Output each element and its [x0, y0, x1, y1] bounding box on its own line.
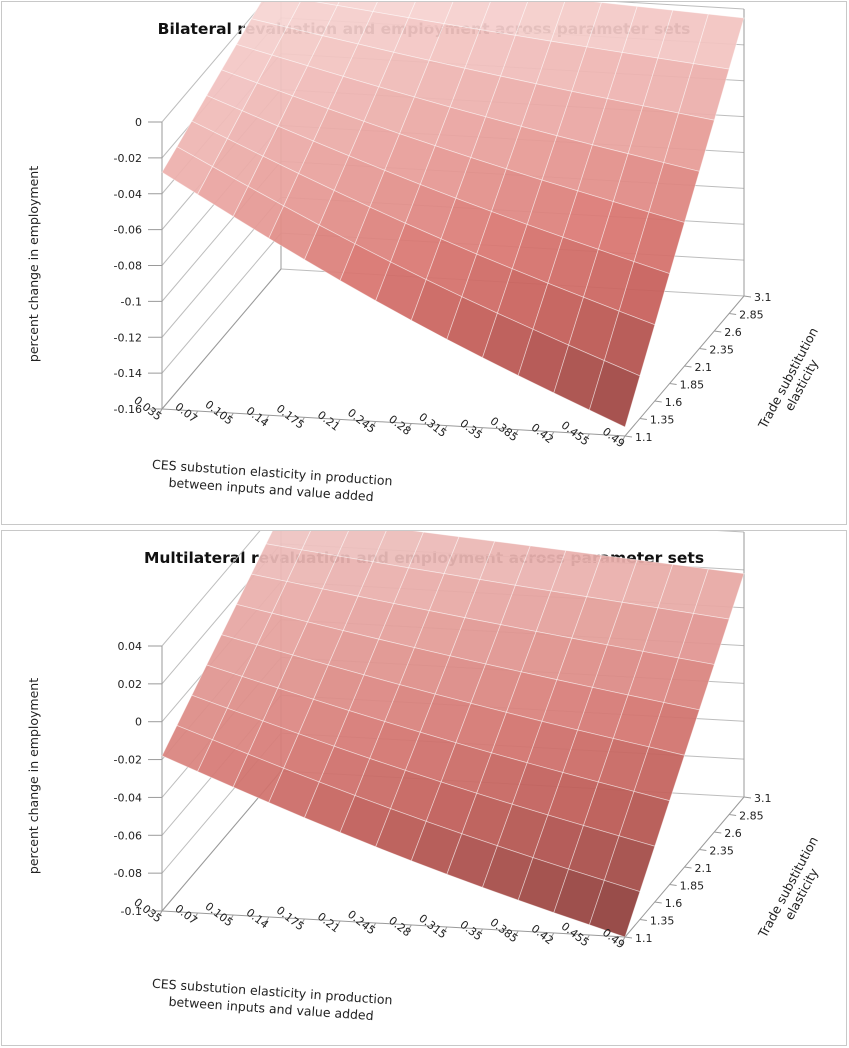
z-axis-ticks: 0 -0.02 -0.04 -0.06 -0.08 -0.1 -0.12 -0.14 -0.16 [114, 116, 162, 416]
y-tick-label: 3.1 [754, 291, 772, 304]
x-tick-label: 0.07 [172, 902, 199, 927]
x-tick-label: 0.455 [559, 419, 592, 449]
y-axis-label: Trade substitutionelasticity [755, 325, 835, 439]
x-tick-label: 0.28 [386, 914, 413, 939]
z-tick-label: 0.02 [118, 678, 143, 691]
z-tick-label: -0.02 [114, 152, 142, 165]
y-tick-label: 2.1 [695, 361, 713, 374]
z-axis-label: percent change in employment [26, 166, 41, 362]
z-tick-label: 0 [135, 716, 142, 729]
y-tick-label: 1.6 [665, 897, 683, 910]
y-tick-label: 1.1 [635, 431, 653, 444]
x-tick-label: 0.105 [203, 900, 236, 930]
y-tick-label: 1.6 [665, 396, 683, 409]
z-tick-label: -0.06 [114, 224, 142, 237]
x-tick-label: 0.42 [529, 421, 556, 446]
x-tick-label: 0.175 [274, 904, 307, 934]
y-tick-label: 2.85 [739, 309, 764, 322]
z-tick-label: -0.04 [114, 188, 142, 201]
y-tick-label: 3.1 [754, 792, 772, 805]
x-tick-label: 0.105 [203, 398, 236, 428]
y-tick-label: 2.35 [709, 344, 734, 357]
x-tick-label: 0.385 [487, 916, 520, 946]
y-tick-label: 1.85 [680, 379, 705, 392]
z-tick-label: -0.12 [114, 331, 142, 344]
x-tick-label: 0.35 [457, 417, 484, 442]
z-tick-label: -0.14 [114, 367, 142, 380]
chart-panel-multilateral: Multilateral revaluation and employment … [1, 530, 847, 1046]
x-axis-label: CES substution elasticity in productionb… [150, 457, 393, 506]
x-tick-label: 0.21 [315, 910, 342, 935]
y-axis-ticks: 1.1 1.35 1.6 1.85 2.1 2.35 2.6 2.85 3.1 [624, 792, 772, 945]
y-tick-label: 1.1 [635, 932, 653, 945]
chart-multilateral: Multilateral revaluation and employment … [26, 531, 835, 1025]
surface [161, 531, 745, 938]
y-tick-label: 2.6 [724, 326, 742, 339]
surface [161, 2, 745, 428]
x-tick-label: 0.21 [315, 408, 342, 433]
z-tick-label: -0.02 [114, 754, 142, 767]
x-tick-label: 0.14 [244, 404, 271, 429]
chart-bilateral: Bilateral revaluation and employment acr… [26, 2, 835, 506]
z-tick-label: -0.1 [121, 295, 142, 308]
y-tick-label: 1.35 [650, 915, 675, 928]
x-tick-label: 0.42 [529, 922, 556, 947]
x-tick-label: 0.175 [274, 402, 307, 432]
z-tick-label: -0.06 [114, 829, 142, 842]
z-axis-label: percent change in employment [26, 678, 41, 874]
y-tick-label: 1.35 [650, 414, 675, 427]
z-tick-label: -0.1 [121, 905, 142, 918]
z-tick-label: -0.08 [114, 867, 142, 880]
y-tick-label: 2.6 [724, 827, 742, 840]
surface-patch [588, 360, 641, 428]
chart-panel-bilateral: Bilateral revaluation and employment acr… [1, 1, 847, 525]
y-tick-label: 1.85 [680, 880, 705, 893]
y-axis-label: Trade substitutionelasticity [755, 834, 835, 948]
z-axis-ticks: 0.04 0.02 0 -0.02 -0.04 -0.06 -0.08 -0.1 [114, 640, 162, 918]
x-axis-label: CES substution elasticity in productionb… [150, 976, 393, 1025]
x-tick-label: 0.315 [416, 410, 449, 440]
x-tick-label: 0.14 [244, 906, 271, 931]
z-tick-label: -0.08 [114, 260, 142, 273]
x-tick-label: 0.385 [487, 414, 520, 444]
y-axis-ticks: 1.1 1.35 1.6 1.85 2.1 2.35 2.6 2.85 3.1 [624, 291, 772, 444]
x-tick-label: 0.28 [386, 413, 413, 438]
z-tick-label: 0 [135, 116, 142, 129]
x-tick-label: 0.245 [345, 406, 378, 436]
y-tick-label: 2.85 [739, 810, 764, 823]
x-tick-label: 0.07 [172, 400, 199, 425]
x-tick-label: 0.49 [600, 425, 627, 450]
y-tick-label: 2.1 [695, 862, 713, 875]
y-tick-label: 2.35 [709, 845, 734, 858]
x-tick-label: 0.315 [416, 912, 449, 942]
z-tick-label: -0.04 [114, 791, 142, 804]
z-tick-label: 0.04 [118, 640, 143, 653]
x-tick-label: 0.245 [345, 908, 378, 938]
x-tick-label: 0.35 [457, 918, 484, 943]
surface-patch [588, 879, 641, 938]
z-tick-label: -0.16 [114, 403, 142, 416]
